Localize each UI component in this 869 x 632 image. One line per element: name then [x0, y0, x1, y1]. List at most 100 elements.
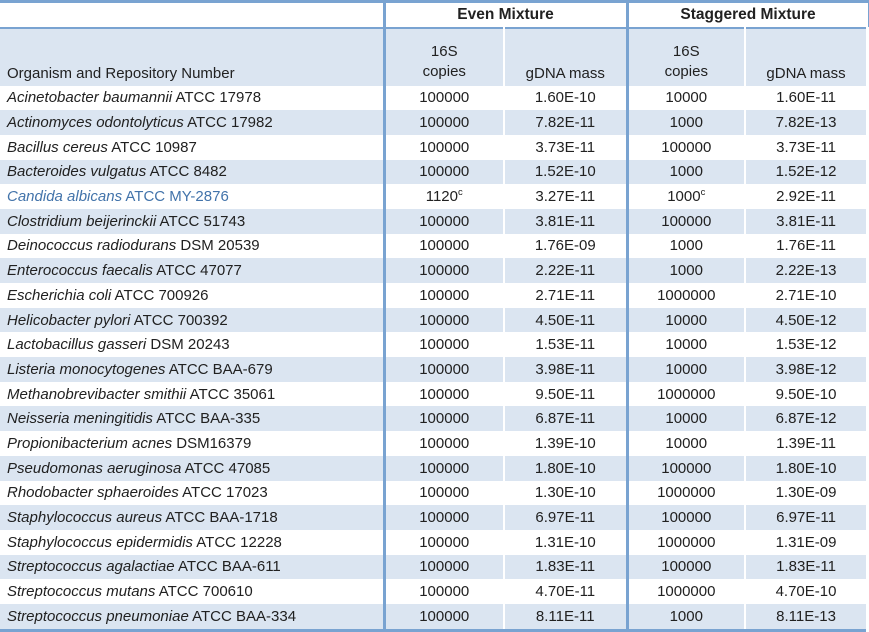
table-row: Escherichia coli ATCC 700926 100000 2.71…	[0, 283, 869, 308]
organism-name: Streptococcus pneumoniae	[7, 607, 189, 625]
organism-name: Candida albicans	[7, 188, 123, 206]
repository-number: DSM16379	[172, 434, 252, 452]
staggered-mixture-group-header: Staggered Mixture	[625, 1, 869, 28]
even-16s-copies-cell: 100000	[382, 357, 504, 382]
repository-number: ATCC 47085	[181, 459, 271, 477]
table-row: Methanobrevibacter smithii ATCC 35061 10…	[0, 381, 869, 407]
even-16s-copies-cell: 100000	[382, 480, 504, 506]
organism-name: Actinomyces odontolyticus	[7, 114, 184, 132]
even-16s-copies-cell: 100000	[382, 529, 504, 555]
even-16s-copies-cell: 100000	[382, 258, 504, 283]
organism-cell: Escherichia coli ATCC 700926	[0, 283, 384, 308]
16s-label: 16S	[430, 42, 458, 60]
table-row: Neisseria meningitidis ATCC BAA-335 1000…	[0, 406, 869, 432]
staggered-gdna-mass-cell: 3.73E-11	[744, 134, 869, 160]
repository-number: ATCC 17023	[178, 484, 268, 502]
organism-cell: Acinetobacter baumannii ATCC 17978	[0, 86, 384, 111]
group-header-row: Even Mixture Staggered Mixture	[0, 1, 869, 28]
even-16s-copies-cell: 100000	[382, 603, 504, 631]
even-16s-copies-cell: 100000	[382, 233, 504, 259]
table-row: Staphylococcus epidermidis ATCC 12228 10…	[0, 529, 869, 555]
even-16s-copies-cell: 1120c	[382, 184, 504, 209]
even-gdna-mass-cell: 9.50E-11	[502, 381, 628, 407]
staggered-16s-copies-cell: 1000000	[625, 381, 746, 407]
repository-number: ATCC BAA-611	[174, 558, 281, 576]
organism-name: Acinetobacter baumannii	[7, 89, 173, 107]
staggered-gdna-mass-cell: 1.83E-11	[744, 554, 869, 580]
organism-name: Deinococcus radiodurans	[7, 237, 177, 255]
repository-number: ATCC 700610	[155, 583, 253, 601]
staggered-gdna-mass-header: gDNA mass	[744, 27, 869, 86]
even-16s-copies-cell: 100000	[382, 579, 504, 604]
even-16s-copies-cell: 100000	[382, 85, 504, 111]
staggered-gdna-mass-cell: 1.60E-11	[744, 85, 869, 111]
even-gdna-mass-cell: 1.76E-09	[502, 233, 628, 259]
organism-name: Lactobacillus gasseri	[7, 336, 147, 354]
staggered-gdna-mass-cell: 3.81E-11	[744, 208, 869, 234]
organism-cell: Staphylococcus aureus ATCC BAA-1718	[0, 505, 384, 530]
staggered-gdna-mass-cell: 1.31E-09	[744, 529, 869, 555]
staggered-gdna-mass-cell: 2.71E-10	[744, 283, 869, 308]
staggered-16s-copies-cell: 1000	[625, 110, 746, 135]
staggered-16s-copies-cell: 1000000	[625, 579, 746, 604]
organism-name: Streptococcus mutans	[7, 583, 156, 601]
organism-name: Methanobrevibacter smithii	[7, 385, 187, 403]
even-gdna-mass-cell: 2.22E-11	[502, 258, 628, 283]
even-gdna-mass-cell: 3.27E-11	[502, 184, 628, 209]
organism-cell: Methanobrevibacter smithii ATCC 35061	[0, 382, 384, 407]
even-gdna-mass-cell: 1.83E-11	[502, 554, 628, 580]
even-gdna-mass-cell: 1.80E-10	[502, 455, 628, 481]
repository-number: ATCC 10987	[107, 138, 197, 156]
organism-cell: Streptococcus mutans ATCC 700610	[0, 579, 384, 604]
organism-column-header: Organism and Repository Number	[0, 27, 384, 86]
staggered-gdna-mass-cell: 1.80E-10	[744, 455, 869, 481]
staggered-16s-copies-cell: 10000	[625, 406, 746, 432]
even-gdna-mass-cell: 3.98E-11	[502, 357, 628, 382]
even-16s-copies-cell: 100000	[382, 110, 504, 135]
staggered-gdna-mass-cell: 9.50E-10	[744, 381, 869, 407]
table-row: Clostridium beijerinckii ATCC 51743 1000…	[0, 208, 869, 234]
organism-cell: Actinomyces odontolyticus ATCC 17982	[0, 110, 384, 135]
repository-number: ATCC BAA-679	[165, 360, 273, 378]
organism-cell: Rhodobacter sphaeroides ATCC 17023	[0, 481, 384, 506]
table-row: Propionibacterium acnes DSM16379 100000 …	[0, 431, 869, 456]
table-row: Listeria monocytogenes ATCC BAA-679 1000…	[0, 357, 869, 382]
repository-number: ATCC 17978	[172, 89, 262, 107]
repository-number: ATCC BAA-1718	[162, 509, 278, 527]
organism-name: Escherichia coli	[7, 286, 112, 304]
staggered-gdna-mass-cell: 6.87E-12	[744, 406, 869, 432]
repository-number: ATCC 700392	[130, 311, 228, 329]
repository-number: ATCC 51743	[156, 212, 246, 230]
staggered-16s-copies-cell: 100000	[625, 134, 746, 160]
staggered-16s-copies-cell: 1000000	[625, 480, 746, 506]
even-16s-copies-cell: 100000	[382, 307, 504, 333]
table-row: Streptococcus agalactiae ATCC BAA-611 10…	[0, 554, 869, 580]
table-row: Bacteroides vulgatus ATCC 8482 100000 1.…	[0, 159, 869, 185]
table-row: Acinetobacter baumannii ATCC 17978 10000…	[0, 85, 869, 111]
even-gdna-mass-header: gDNA mass	[502, 27, 628, 86]
organism-name: Helicobacter pylori	[7, 311, 131, 329]
even-16s-copies-cell: 100000	[382, 381, 504, 407]
repository-number: ATCC 35061	[186, 385, 276, 403]
staggered-gdna-mass-cell: 1.53E-12	[744, 332, 869, 358]
table-row: Streptococcus mutans ATCC 700610 100000 …	[0, 579, 869, 604]
table-header: Even Mixture Staggered Mixture Organism …	[0, 1, 869, 86]
organism-name: Clostridium beijerinckii	[7, 212, 157, 230]
staggered-16s-copies-cell: 1000	[625, 603, 746, 631]
table-row: Candida albicans ATCC MY-2876 1120c 3.27…	[0, 184, 869, 209]
repository-number: ATCC 47077	[152, 262, 242, 280]
organism-name: Bacteroides vulgatus	[7, 163, 147, 181]
even-16s-copies-cell: 100000	[382, 159, 504, 185]
staggered-16s-copies-cell: 10000	[625, 431, 746, 456]
staggered-16s-copies-cell: 100000	[625, 505, 746, 530]
staggered-gdna-mass-cell: 3.98E-12	[744, 357, 869, 382]
repository-number: ATCC BAA-335	[152, 410, 261, 428]
staggered-gdna-mass-cell: 1.76E-11	[744, 233, 869, 259]
table-row: Helicobacter pylori ATCC 700392 100000 4…	[0, 307, 869, 333]
even-gdna-mass-cell: 2.71E-11	[502, 283, 628, 308]
repository-number: ATCC BAA-334	[188, 607, 297, 625]
staggered-16s-copies-cell: 1000000	[625, 529, 746, 555]
organism-cell: Streptococcus pneumoniae ATCC BAA-334	[0, 603, 384, 631]
organism-name: Pseudomonas aeruginosa	[7, 459, 182, 477]
